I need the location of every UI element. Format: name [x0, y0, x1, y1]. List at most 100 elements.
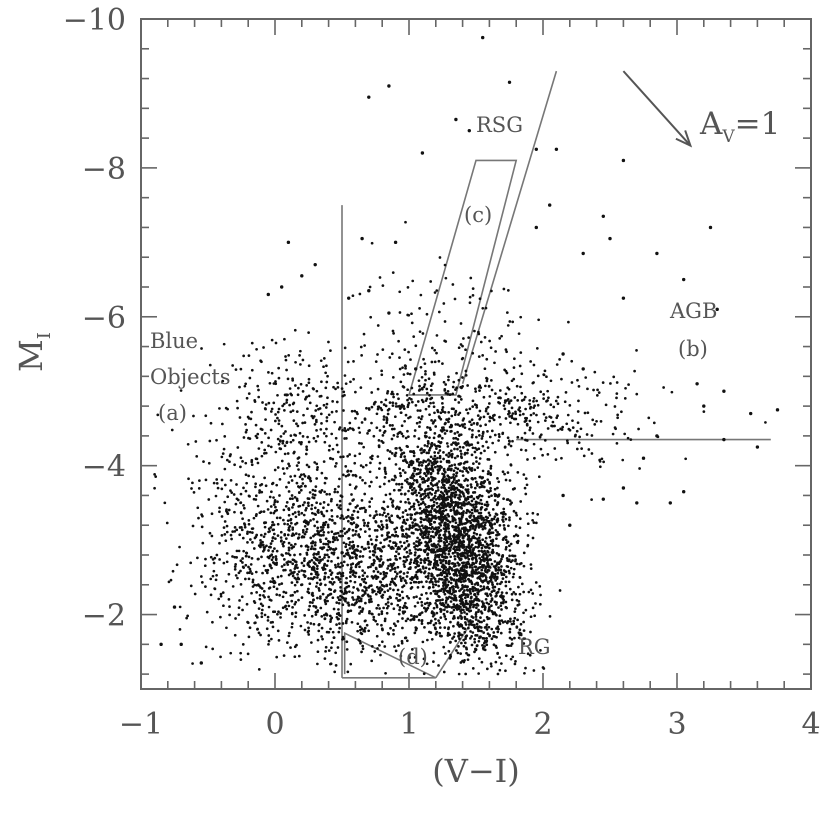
data-point: [523, 395, 527, 399]
data-point: [366, 432, 369, 435]
data-point: [386, 597, 390, 601]
data-point: [287, 552, 290, 556]
data-point: [433, 411, 436, 415]
data-point: [571, 419, 574, 423]
data-point: [384, 671, 387, 675]
data-point: [361, 478, 364, 482]
data-point: [356, 516, 360, 519]
data-point: [222, 447, 226, 451]
data-point: [482, 395, 486, 399]
data-point: [270, 566, 273, 570]
data-point: [444, 556, 447, 560]
data-point: [427, 586, 431, 590]
data-point: [325, 509, 329, 513]
data-point: [461, 474, 465, 478]
data-point: [390, 392, 393, 396]
data-point: [533, 614, 537, 618]
data-point: [434, 627, 437, 631]
data-point: [432, 613, 436, 616]
data-point: [546, 452, 550, 456]
data-point: [448, 546, 451, 550]
data-point: [442, 451, 445, 454]
data-point: [300, 274, 304, 278]
data-point: [684, 457, 688, 461]
data-point: [428, 602, 432, 606]
data-point: [480, 629, 483, 633]
data-point: [507, 442, 511, 446]
data-point: [368, 470, 372, 474]
data-point: [412, 561, 416, 565]
data-point: [420, 487, 423, 491]
data-point: [442, 584, 445, 588]
data-point: [225, 552, 229, 555]
data-point: [328, 492, 331, 496]
data-point: [410, 648, 414, 651]
data-point: [477, 639, 481, 643]
data-point: [379, 558, 383, 561]
data-point: [437, 536, 441, 540]
data-point: [522, 629, 526, 632]
data-point: [428, 393, 431, 397]
data-point: [529, 630, 532, 634]
data-point: [458, 502, 462, 505]
data-point: [474, 541, 478, 545]
data-point: [396, 392, 399, 396]
data-point: [238, 526, 242, 529]
data-point: [338, 477, 341, 481]
data-point: [309, 519, 312, 522]
data-point: [413, 429, 417, 432]
data-point: [313, 543, 317, 547]
data-point: [479, 451, 483, 455]
data-point: [453, 604, 457, 608]
data-point: [764, 421, 767, 424]
data-point: [682, 277, 686, 282]
data-point: [267, 634, 271, 637]
data-point: [460, 641, 463, 645]
data-point: [431, 478, 435, 482]
data-point: [406, 555, 410, 558]
data-point: [271, 536, 275, 539]
data-point: [392, 427, 396, 431]
data-point: [388, 587, 392, 590]
data-point: [436, 543, 440, 546]
data-point: [323, 617, 327, 621]
data-point: [424, 378, 427, 382]
data-point: [398, 446, 402, 450]
data-point: [332, 636, 336, 640]
data-point: [432, 405, 436, 409]
data-point: [269, 580, 272, 583]
data-point: [500, 580, 503, 584]
data-point: [526, 543, 530, 547]
data-point: [366, 524, 369, 527]
data-point: [339, 586, 342, 589]
data-point: [349, 570, 352, 574]
data-point: [284, 537, 288, 541]
data-point: [222, 604, 225, 608]
data-point: [476, 521, 480, 524]
data-point: [388, 583, 392, 586]
data-point: [470, 571, 474, 575]
data-point: [460, 456, 463, 460]
data-point: [514, 511, 518, 515]
data-point: [356, 629, 359, 633]
data-point: [468, 589, 472, 593]
data-point: [455, 493, 458, 497]
data-point: [297, 598, 300, 602]
data-point: [510, 638, 514, 641]
data-point: [375, 412, 379, 416]
data-point: [388, 539, 392, 543]
data-point: [450, 407, 454, 411]
data-point: [387, 407, 391, 411]
data-point: [513, 610, 517, 613]
data-point: [324, 645, 328, 649]
data-point: [494, 594, 497, 598]
data-point: [351, 591, 354, 595]
data-point: [313, 506, 317, 510]
data-point: [382, 570, 386, 574]
data-point: [315, 564, 319, 568]
data-point: [393, 645, 396, 648]
data-point: [452, 533, 456, 536]
data-point: [294, 611, 298, 615]
data-point: [437, 584, 440, 588]
data-point: [418, 597, 422, 600]
